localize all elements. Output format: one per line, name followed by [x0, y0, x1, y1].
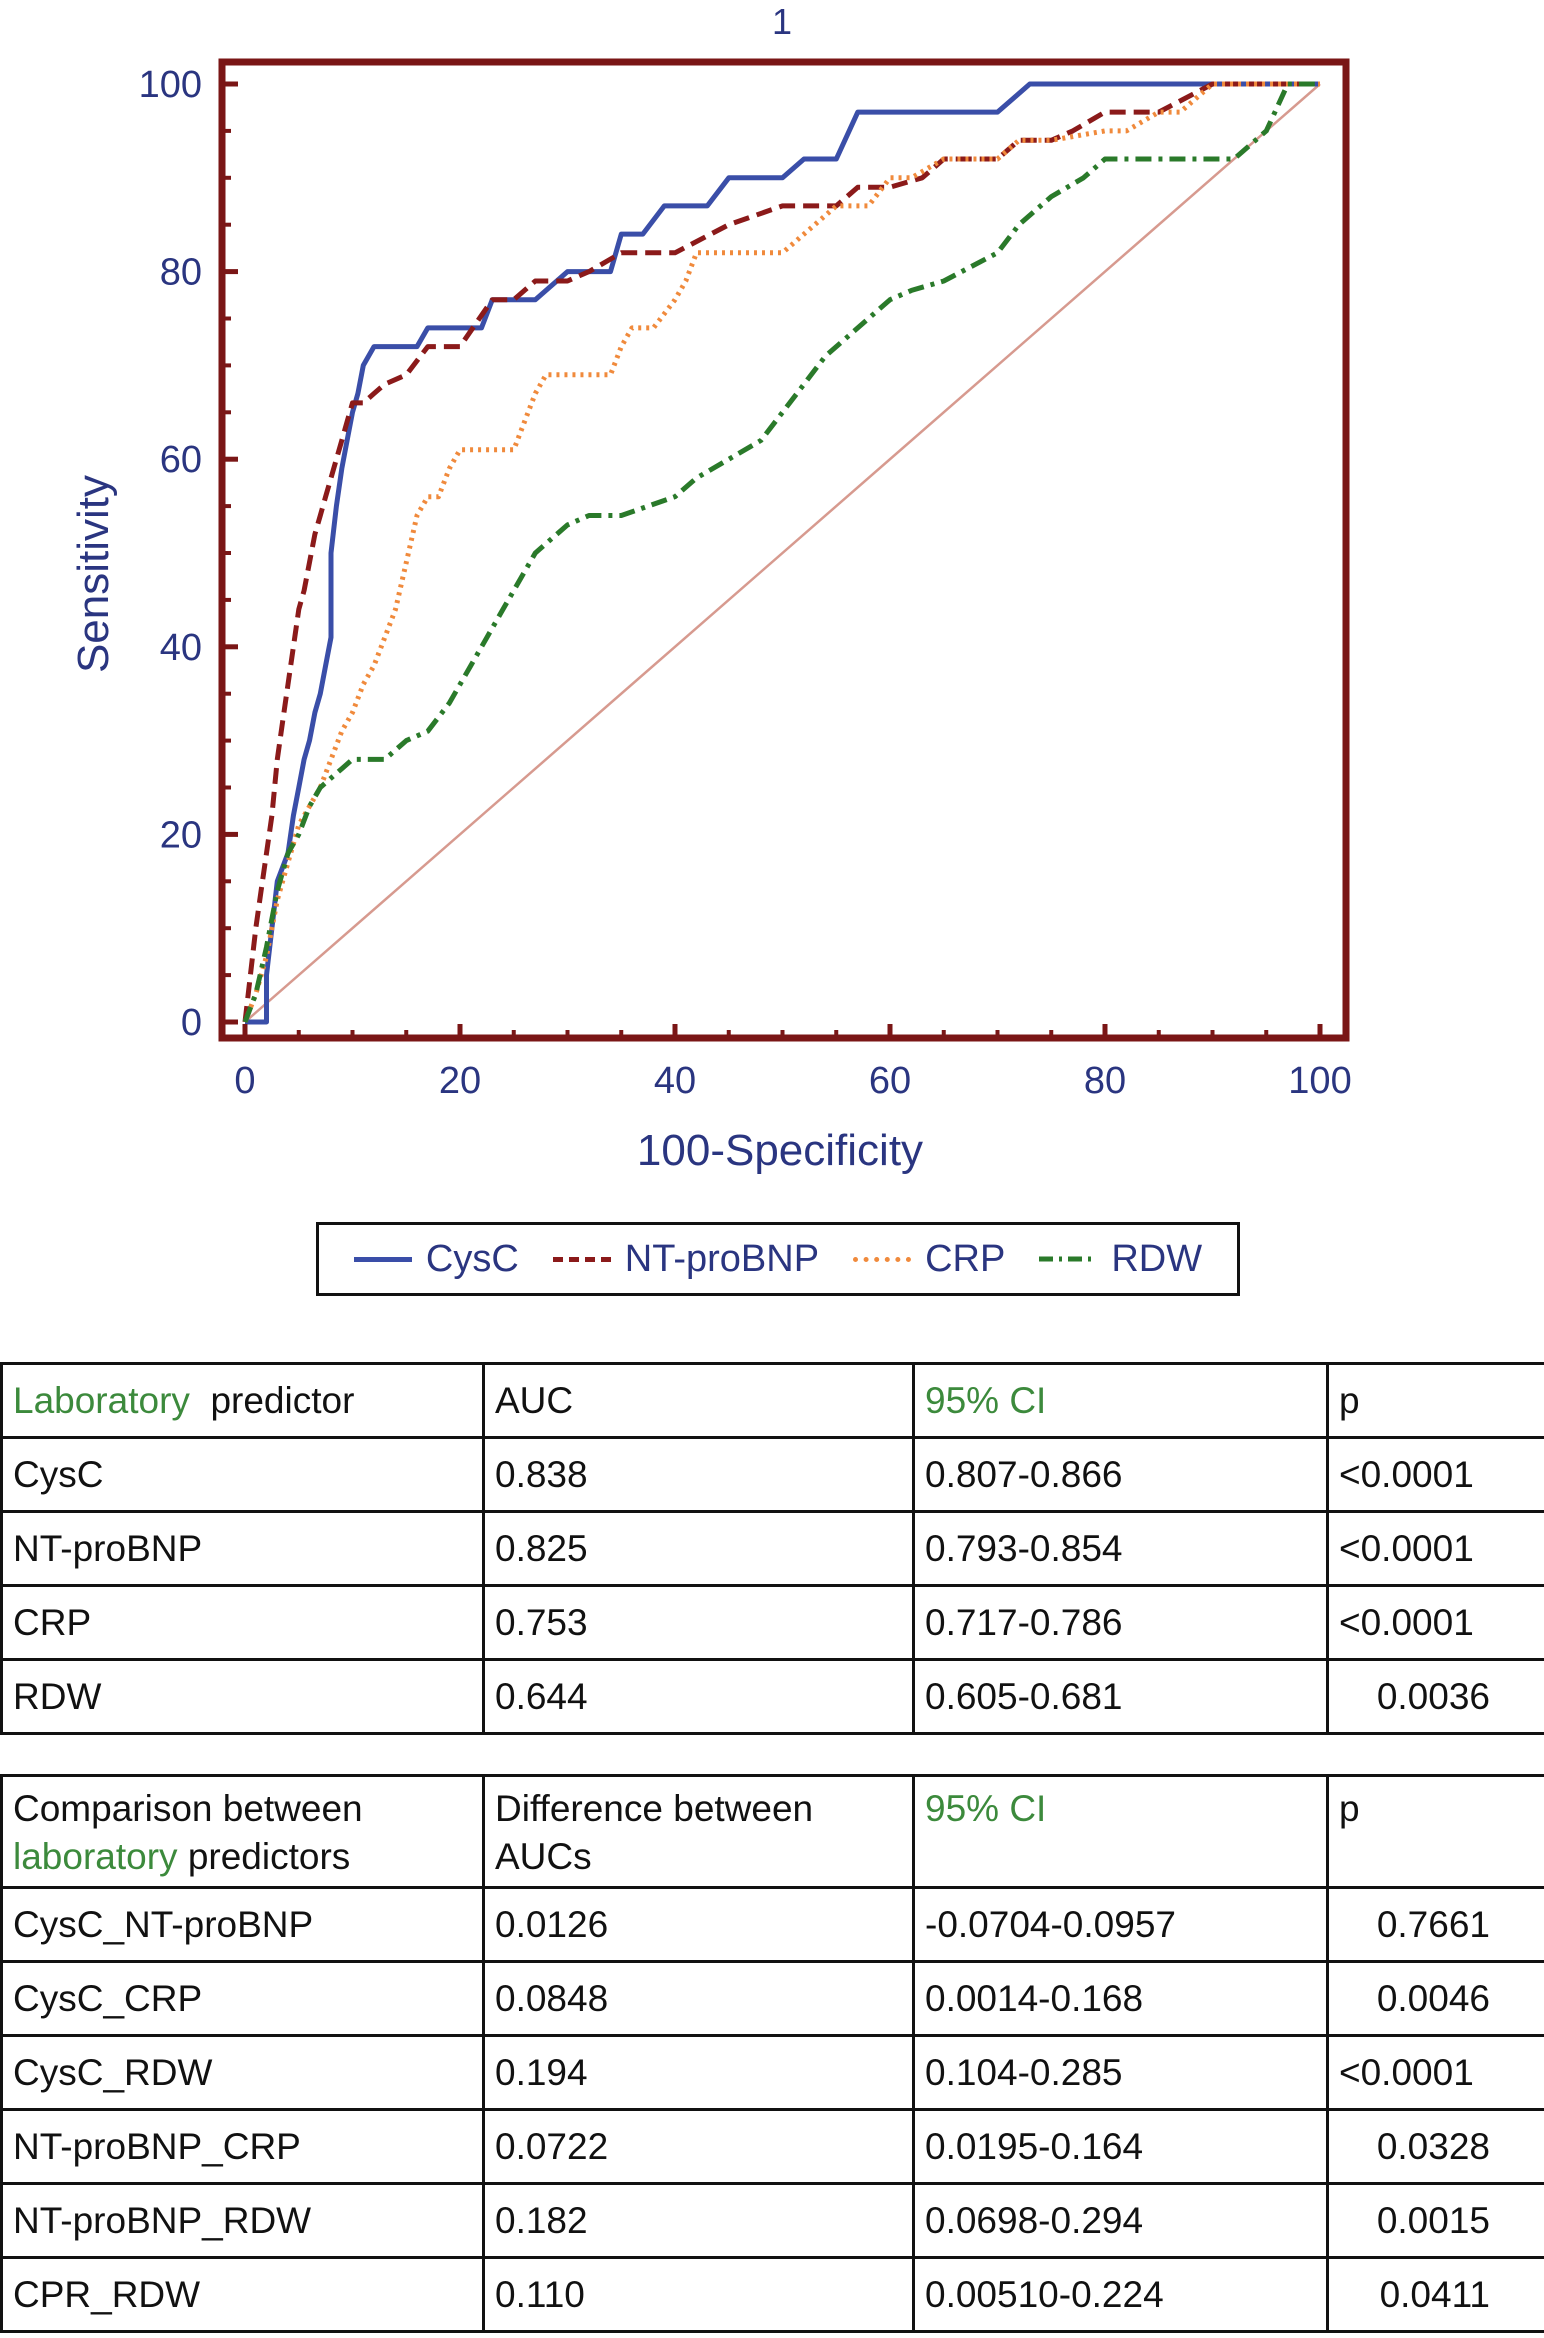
cell-predictor: RDW [0, 1658, 485, 1735]
legend-swatch-rdw [1039, 1256, 1098, 1262]
legend-label-nt-probnp: NT-proBNP [624, 1237, 820, 1280]
cell-auc: 0.825 [482, 1510, 915, 1587]
legend-item-crp: CRP [853, 1238, 1005, 1281]
cell-pair: CPR_RDW [0, 2256, 485, 2333]
cell-p: 0.0015 [1326, 2182, 1544, 2259]
cell-diff: 0.110 [482, 2256, 915, 2333]
table-row: CysC 0.838 0.807-0.866 <0.0001 [0, 1436, 1544, 1513]
series-line-nt-probnp [242, 81, 1320, 1023]
legend-swatch-cysc [353, 1256, 412, 1262]
table-header-row: Comparison between laboratory predictors … [0, 1774, 1544, 1889]
legend-item-rdw: RDW [1039, 1238, 1202, 1281]
cell-diff: 0.0848 [482, 1960, 915, 2037]
x-tick-label: 0 [234, 1060, 255, 1102]
legend-swatch-crp [853, 1256, 912, 1262]
legend-item-nt-probnp: NT-proBNP [552, 1237, 820, 1281]
legend-label-crp: CRP [925, 1237, 1006, 1280]
cell-ci: 0.0698-0.294 [912, 2182, 1329, 2259]
tick-layer: 0 20 40 60 80 100 0 20 40 60 80 100 [139, 64, 1352, 1102]
header-auc: AUC [482, 1362, 915, 1439]
table-row: RDW 0.644 0.605-0.681 0.0036 [0, 1658, 1544, 1735]
legend-label-rdw: RDW [1111, 1237, 1203, 1280]
table-row: CysC_NT-proBNP 0.0126 -0.0704-0.0957 0.7… [0, 1886, 1544, 1963]
x-tick-label: 20 [439, 1060, 481, 1102]
series-layer [242, 81, 1320, 1025]
cell-predictor: CRP [0, 1584, 485, 1661]
series-line-crp [242, 81, 1320, 1023]
cell-p: <0.0001 [1326, 1510, 1544, 1587]
table-row: CPR_RDW 0.110 0.00510-0.224 0.0411 [0, 2256, 1544, 2333]
header-p: p [1326, 1774, 1544, 1889]
table-row: CysC_RDW 0.194 0.104-0.285 <0.0001 [0, 2034, 1544, 2111]
header-ci: 95% CI [912, 1362, 1329, 1439]
cell-auc: 0.838 [482, 1436, 915, 1513]
x-tick-label: 100 [1288, 1060, 1351, 1102]
table-row: NT-proBNP 0.825 0.793-0.854 <0.0001 [0, 1510, 1544, 1587]
cell-p: 0.0036 [1326, 1658, 1544, 1735]
cell-diff: 0.194 [482, 2034, 915, 2111]
chart-title: 1 [772, 1, 792, 42]
cell-diff: 0.0126 [482, 1886, 915, 1963]
cell-pair: NT-proBNP_CRP [0, 2108, 485, 2185]
cell-ci: -0.0704-0.0957 [912, 1886, 1329, 1963]
cell-ci: 0.0195-0.164 [912, 2108, 1329, 2185]
cell-ci: 0.104-0.285 [912, 2034, 1329, 2111]
table-row: CysC_CRP 0.0848 0.0014-0.168 0.0046 [0, 1960, 1544, 2037]
cell-pair: CysC_CRP [0, 1960, 485, 2037]
cell-auc: 0.644 [482, 1658, 915, 1735]
table-row: NT-proBNP_CRP 0.0722 0.0195-0.164 0.0328 [0, 2108, 1544, 2185]
cell-predictor: CysC [0, 1436, 485, 1513]
x-tick-label: 60 [869, 1060, 911, 1102]
x-tick-label: 40 [654, 1060, 696, 1102]
y-axis-label: Sensitivity [69, 475, 118, 673]
series-line-cysc [245, 81, 1320, 1025]
cell-pair: CysC_NT-proBNP [0, 1886, 485, 1963]
header-p: p [1326, 1362, 1544, 1439]
table-row: NT-proBNP_RDW 0.182 0.0698-0.294 0.0015 [0, 2182, 1544, 2259]
cell-ci: 0.807-0.866 [912, 1436, 1329, 1513]
y-tick-label: 0 [181, 1002, 202, 1044]
cell-auc: 0.753 [482, 1584, 915, 1661]
legend-item-cysc: CysC [353, 1237, 519, 1281]
y-tick-label: 100 [139, 64, 202, 106]
legend-label-cysc: CysC [425, 1237, 519, 1280]
cell-p: <0.0001 [1326, 1436, 1544, 1513]
y-tick-label: 60 [160, 439, 202, 481]
y-tick-label: 80 [160, 252, 202, 294]
cell-ci: 0.793-0.854 [912, 1510, 1329, 1587]
roc-chart: 1 0 20 40 60 80 100 0 20 40 60 80 100 100-Specifici… [69, 1, 1352, 1175]
cell-p: 0.0046 [1326, 1960, 1544, 2037]
cell-p: 0.7661 [1326, 1886, 1544, 1963]
cell-p: <0.0001 [1326, 1584, 1544, 1661]
header-laboratory-predictor: Laboratory predictor [0, 1362, 485, 1439]
cell-p: <0.0001 [1326, 2034, 1544, 2111]
legend-swatch-nt-probnp [552, 1256, 611, 1262]
reference-diagonal [244, 83, 1321, 1023]
cell-pair: CysC_RDW [0, 2034, 485, 2111]
series-line-rdw [242, 81, 1320, 1023]
header-difference: Difference between AUCs [482, 1774, 915, 1889]
auc-table: Laboratory predictor AUC 95% CI p CysC 0… [0, 1362, 1544, 1735]
cell-diff: 0.182 [482, 2182, 915, 2259]
cell-predictor: NT-proBNP [0, 1510, 485, 1587]
auc-comparison-table: Comparison between laboratory predictors … [0, 1774, 1544, 2333]
y-tick-label: 40 [160, 627, 202, 669]
x-axis-label: 100-Specificity [637, 1126, 923, 1175]
reference-diagonal-layer [244, 83, 1321, 1023]
table-row: CRP 0.753 0.717-0.786 <0.0001 [0, 1584, 1544, 1661]
cell-p: 0.0328 [1326, 2108, 1544, 2185]
x-tick-label: 80 [1084, 1060, 1126, 1102]
cell-ci: 0.0014-0.168 [912, 1960, 1329, 2037]
cell-ci: 0.717-0.786 [912, 1584, 1329, 1661]
header-ci: 95% CI [912, 1774, 1329, 1889]
cell-pair: NT-proBNP_RDW [0, 2182, 485, 2259]
table-header-row: Laboratory predictor AUC 95% CI p [0, 1362, 1544, 1439]
cell-p: 0.0411 [1326, 2256, 1544, 2333]
chart-legend: CysC NT-proBNP CRP RDW [316, 1222, 1240, 1296]
y-tick-label: 20 [160, 814, 202, 856]
cell-ci: 0.605-0.681 [912, 1658, 1329, 1735]
cell-ci: 0.00510-0.224 [912, 2256, 1329, 2333]
cell-diff: 0.0722 [482, 2108, 915, 2185]
header-comparison: Comparison between laboratory predictors [0, 1774, 485, 1889]
